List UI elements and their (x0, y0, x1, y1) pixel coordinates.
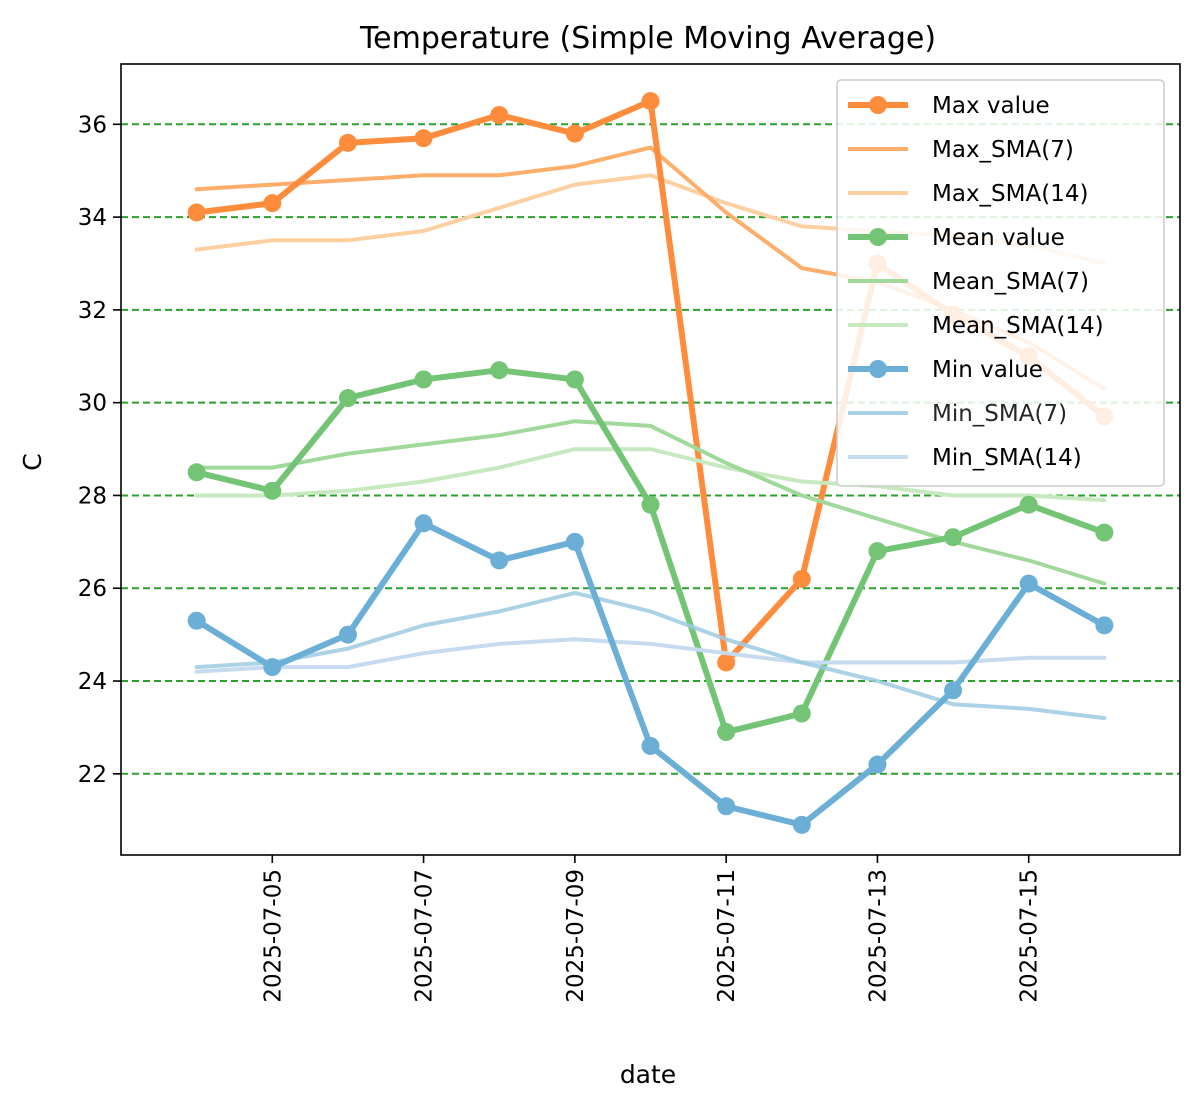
data-point (414, 514, 433, 533)
data-point (792, 569, 811, 588)
legend-item: Max value (848, 93, 1050, 119)
data-point (641, 92, 660, 111)
data-point (641, 495, 660, 514)
series-9 (194, 637, 1107, 674)
x-tick-label: 2025-07-05 (260, 869, 286, 1003)
legend-box (836, 79, 1165, 487)
y-tick-label: 22 (78, 762, 107, 788)
x-tick-label: 2025-07-09 (563, 869, 589, 1003)
legend-item: Mean_SMA(7) (848, 269, 1089, 295)
data-point (1019, 574, 1038, 593)
legend-label: Max_SMA(14) (932, 181, 1088, 207)
legend-marker (869, 228, 887, 246)
data-point (490, 551, 509, 570)
x-tick-label: 2025-07-07 (412, 869, 438, 1003)
data-point (414, 370, 433, 389)
data-point (565, 370, 584, 389)
x-tick-label: 2025-07-15 (1017, 869, 1043, 1003)
data-point (187, 203, 206, 222)
data-point (490, 106, 509, 125)
legend-label: Mean_SMA(7) (932, 269, 1089, 295)
data-point (187, 463, 206, 482)
data-point (944, 528, 963, 547)
data-point (263, 481, 282, 500)
x-axis-label: date (620, 1060, 676, 1089)
legend-label: Mean value (932, 225, 1065, 251)
data-point (263, 658, 282, 677)
data-point (717, 723, 736, 742)
legend-item: Max_SMA(14) (848, 181, 1088, 207)
data-point (490, 361, 509, 380)
legend-item: Min_SMA(7) (848, 401, 1067, 427)
data-point (717, 797, 736, 816)
series-4 (187, 361, 1114, 742)
y-axis-label: C (18, 453, 47, 470)
series-8 (194, 590, 1107, 721)
data-point (792, 815, 811, 834)
data-point (944, 681, 963, 700)
data-point (868, 542, 887, 561)
legend-item: Mean_SMA(14) (848, 313, 1104, 339)
series-line (194, 637, 1107, 674)
data-point (565, 124, 584, 143)
legend-label: Min value (932, 357, 1043, 383)
plot-frame (120, 63, 1181, 856)
legend-item: Max_SMA(7) (848, 137, 1074, 163)
y-tick-label: 34 (78, 205, 107, 231)
series-line (194, 590, 1107, 721)
legend-label: Min_SMA(14) (932, 445, 1082, 471)
legend-label: Max value (932, 93, 1050, 119)
y-tick-label: 26 (78, 576, 107, 602)
legend-label: Max_SMA(7) (932, 137, 1074, 163)
legend-item: Min_SMA(14) (848, 445, 1082, 471)
data-point (338, 625, 357, 644)
data-point (1019, 495, 1038, 514)
y-tick-label: 36 (78, 112, 107, 138)
y-tick-label: 28 (78, 483, 107, 509)
y-tick-label: 30 (78, 391, 107, 417)
legend-item: Min value (848, 357, 1043, 383)
series-line (194, 447, 1107, 503)
data-point (717, 653, 736, 672)
series-line (193, 520, 1108, 828)
y-tick-label: 24 (78, 669, 107, 695)
data-point (263, 194, 282, 213)
data-point (414, 129, 433, 148)
x-tick-label: 2025-07-13 (865, 869, 891, 1003)
legend-label: Min_SMA(7) (932, 401, 1067, 427)
data-point (187, 611, 206, 630)
series-6 (194, 447, 1107, 503)
series-layer (187, 92, 1114, 834)
legend-label: Mean_SMA(14) (932, 313, 1104, 339)
series-7 (187, 514, 1114, 834)
data-point (792, 704, 811, 723)
x-axis-ticks: 2025-07-05 2025-07-07 2025-07-09 2025-07-11… (260, 855, 1043, 1003)
legend-item: Mean value (848, 225, 1065, 251)
data-point (565, 532, 584, 551)
y-tick-label: 32 (78, 298, 107, 324)
data-point (1095, 616, 1114, 635)
x-tick-label: 2025-07-11 (714, 869, 740, 1003)
data-point (868, 755, 887, 774)
chart-title: Temperature (Simple Moving Average) (359, 21, 936, 56)
legend-marker (869, 360, 887, 378)
data-point (1095, 523, 1114, 542)
data-point (641, 736, 660, 755)
data-point (338, 133, 357, 152)
legend: Max value Max_SMA(7) Max_SMA(14) Mean value… (836, 79, 1165, 487)
y-axis-ticks: 22 24 26 28 30 32 34 36 (78, 112, 121, 788)
data-point (338, 389, 357, 408)
legend-marker (869, 96, 887, 114)
